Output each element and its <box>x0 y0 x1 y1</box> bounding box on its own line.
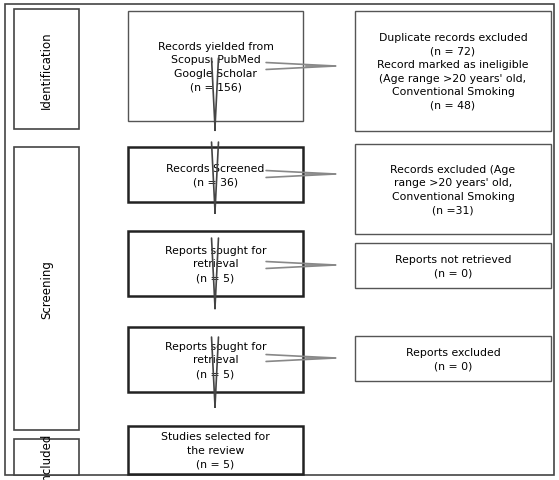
Text: Records Screened
(n = 36): Records Screened (n = 36) <box>167 163 265 187</box>
Bar <box>128 12 303 122</box>
Text: Reports not retrieved
(n = 0): Reports not retrieved (n = 0) <box>395 254 511 278</box>
Bar <box>14 10 79 130</box>
Text: Reports sought for
retrieval
(n = 5): Reports sought for retrieval (n = 5) <box>165 341 266 378</box>
Text: Reports excluded
(n = 0): Reports excluded (n = 0) <box>406 347 500 371</box>
Text: Reports sought for
retrieval
(n = 5): Reports sought for retrieval (n = 5) <box>165 245 266 283</box>
Bar <box>128 148 303 203</box>
Bar <box>355 336 551 381</box>
Bar <box>128 426 303 474</box>
Bar <box>14 439 79 475</box>
Text: Records excluded (Age
range >20 years' old,
Conventional Smoking
(n =31): Records excluded (Age range >20 years' o… <box>390 164 515 215</box>
Text: Included: Included <box>40 432 53 480</box>
Bar <box>355 243 551 288</box>
Text: Records yielded from
Scopus, PubMed
Google Scholar
(n = 156): Records yielded from Scopus, PubMed Goog… <box>158 41 273 92</box>
Bar <box>355 12 551 132</box>
Bar <box>128 231 303 296</box>
Text: Identification: Identification <box>40 31 53 108</box>
Text: Studies selected for
the review
(n = 5): Studies selected for the review (n = 5) <box>161 432 270 468</box>
Text: Screening: Screening <box>40 260 53 318</box>
Bar <box>355 144 551 235</box>
Bar <box>128 327 303 392</box>
Bar <box>14 148 79 430</box>
Text: Duplicate records excluded
(n = 72)
Record marked as ineligible
(Age range >20 y: Duplicate records excluded (n = 72) Reco… <box>377 33 529 111</box>
